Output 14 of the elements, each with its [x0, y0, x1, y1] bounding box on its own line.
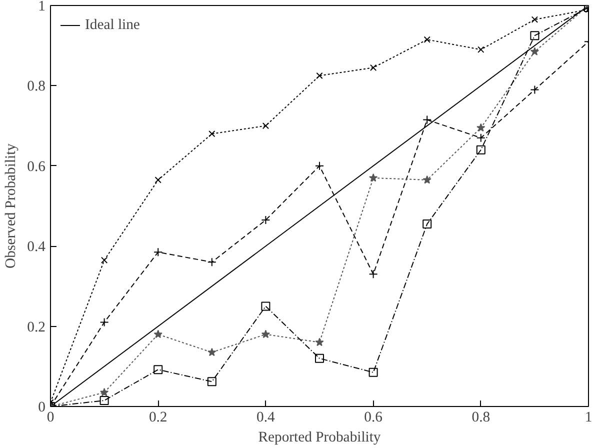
y-axis-title: Observed Probability — [3, 142, 20, 268]
x-tick-label: 0.8 — [472, 410, 490, 426]
x-tick-label: 1 — [584, 410, 592, 426]
y-tick-label: 0.4 — [27, 239, 46, 256]
y-tick-label: 1 — [38, 0, 46, 14]
x-axis-title: Reported Probability — [258, 430, 382, 446]
x-tick-label: 0.2 — [148, 410, 168, 426]
y-tick-label: 0.6 — [27, 158, 46, 175]
y-tick-label: 0.2 — [27, 319, 46, 336]
x-tick-label: 0.6 — [364, 410, 382, 426]
legend-label: Ideal line — [85, 16, 140, 34]
x-tick-label: 0.4 — [256, 410, 276, 426]
y-tick-label: 0.8 — [27, 78, 46, 95]
y-tick-label: 0 — [38, 400, 46, 416]
